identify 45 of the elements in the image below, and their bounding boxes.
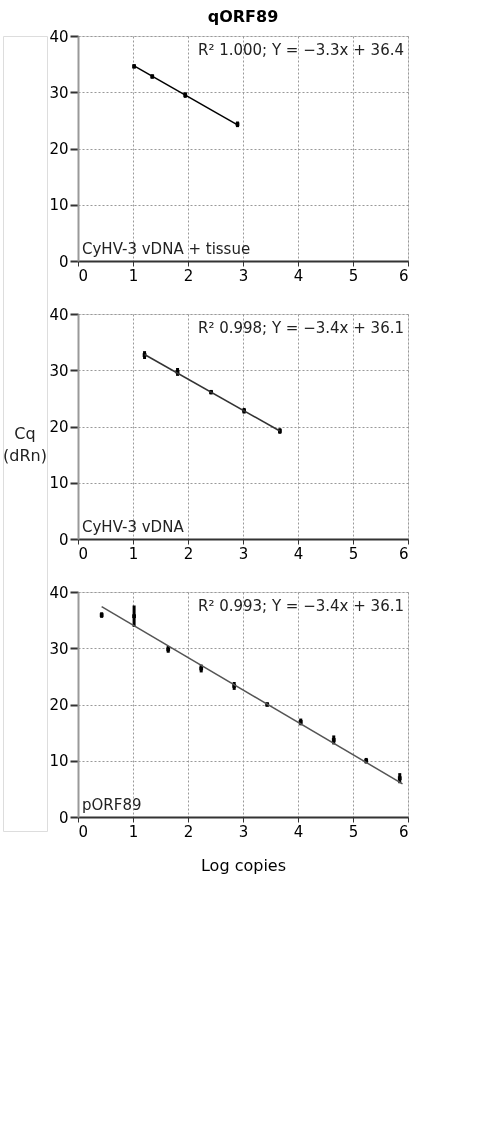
y-tick-label: 30: [49, 83, 69, 102]
y-tick-label: 10: [49, 752, 69, 771]
x-axis-title: Log copies: [200, 855, 287, 875]
x-tick-label: 5: [348, 266, 359, 285]
annotation: CyHV-3 vDNA + tissue: [82, 240, 251, 258]
x-tick-label: 3: [238, 822, 249, 841]
x-tick-label: 4: [293, 266, 304, 285]
y-tick-label: 0: [58, 808, 69, 827]
annotation: CyHV-3 vDNA: [82, 518, 185, 536]
annotation: R² 0.993; Y = −3.4x + 36.1: [197, 597, 404, 615]
y-tick-label: 30: [49, 361, 69, 380]
y-tick-label: 0: [58, 530, 69, 549]
x-tick-label: 1: [128, 266, 139, 285]
y-tick-label: 40: [49, 583, 69, 602]
x-tick-label: 6: [398, 544, 409, 563]
x-tick-label: 5: [348, 544, 359, 563]
x-tick-label: 4: [293, 544, 304, 563]
x-tick-label: 2: [183, 266, 194, 285]
chart-title: qORF89: [207, 7, 279, 26]
y-axis-title: Cq (dRn): [3, 423, 47, 465]
x-tick-label: 5: [348, 822, 359, 841]
x-tick-label: 3: [238, 266, 249, 285]
x-tick-label: 3: [238, 544, 249, 563]
y-tick-label: 20: [49, 140, 69, 158]
x-tick-label: 6: [398, 266, 409, 285]
y-tick-label: 20: [49, 696, 69, 714]
y-tick-label: 40: [49, 305, 69, 324]
y-tick-label: 10: [49, 196, 69, 215]
x-tick-label: 1: [128, 544, 139, 563]
x-tick-label: 0: [78, 822, 89, 841]
y-tick-label: 10: [49, 474, 69, 493]
x-tick-label: 0: [78, 266, 89, 285]
x-tick-label: 0: [78, 544, 89, 563]
annotation: pORF89: [82, 796, 142, 814]
annotation: R² 1.000; Y = −3.3x + 36.4: [197, 41, 404, 59]
x-tick-label: 2: [183, 822, 194, 841]
x-tick-label: 6: [398, 822, 409, 841]
x-tick-label: 2: [183, 544, 194, 563]
y-tick-label: 40: [49, 27, 69, 46]
annotation: R² 0.998; Y = −3.4x + 36.1: [197, 319, 404, 337]
y-tick-label: 30: [49, 639, 69, 658]
x-tick-label: 1: [128, 822, 139, 841]
y-tick-label: 20: [49, 418, 69, 436]
x-tick-label: 4: [293, 822, 304, 841]
y-tick-label: 0: [58, 252, 69, 271]
